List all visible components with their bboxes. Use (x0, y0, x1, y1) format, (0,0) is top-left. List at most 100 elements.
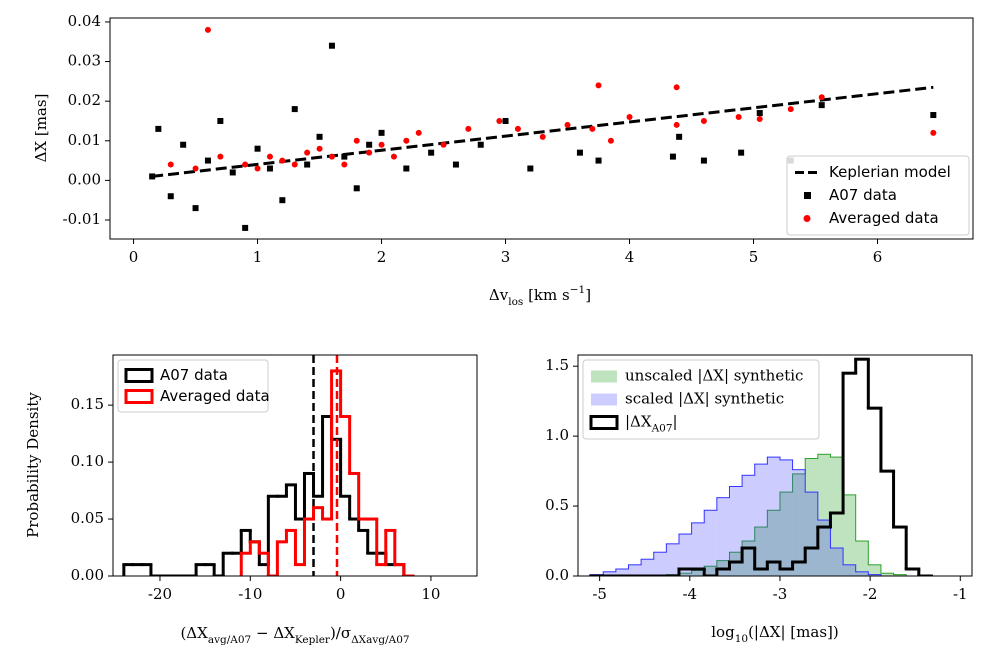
x-axis-label: Δvlos [km s−1] (489, 284, 591, 308)
a07-point (428, 149, 435, 156)
a07-point (217, 117, 224, 124)
averaged-point (254, 165, 261, 172)
legend-swatch (591, 370, 617, 383)
x-axis-label: (ΔXavg/A07 − ΔXKepler)/σΔXavg/A07 (180, 624, 409, 646)
x-tick-label: 3 (501, 248, 511, 266)
averaged-point (589, 125, 596, 132)
a07-point (291, 106, 298, 113)
x-tick-label: -10 (238, 585, 262, 603)
text-part: − ΔX (251, 624, 295, 642)
hist-bar (830, 548, 844, 576)
a07-point (341, 153, 348, 160)
x-tick-label: -5 (592, 585, 607, 603)
averaged-point (700, 117, 707, 124)
hist-bar (880, 573, 894, 576)
text-part: log (711, 623, 735, 641)
text-part: Δv (489, 286, 509, 304)
averaged-point (607, 137, 614, 144)
a07-point (738, 149, 745, 156)
legend-swatch (589, 415, 619, 430)
averaged-point (304, 149, 311, 156)
averaged-point (564, 121, 571, 128)
hist-bar (779, 459, 793, 576)
hist-bar (767, 457, 780, 576)
y-tick-label: 0.03 (68, 52, 101, 70)
hist-bar (742, 541, 755, 576)
a07-point (242, 224, 249, 231)
a07-point (576, 149, 583, 156)
x-tick-label: 4 (625, 248, 635, 266)
text-part: ] (585, 286, 591, 304)
text-part: −1 (570, 284, 585, 296)
legend-box (117, 359, 269, 413)
a07-point (527, 165, 534, 172)
y-tick-label: -0.01 (63, 210, 101, 228)
x-tick-label: 0 (129, 248, 139, 266)
hist-bar (817, 520, 831, 576)
text-part: (ΔX (180, 624, 208, 642)
averaged-point (465, 125, 472, 132)
averaged-point (291, 161, 298, 168)
a07-point (669, 153, 676, 160)
hist-bar (805, 492, 818, 576)
hist-bar (603, 571, 616, 576)
averaged-point (673, 84, 680, 91)
hist-bar (855, 541, 869, 576)
x-tick-label: 5 (749, 248, 759, 266)
a07-point (477, 141, 484, 148)
x-tick-label: -20 (148, 585, 172, 603)
hist-bar (742, 475, 755, 576)
plot-area (589, 357, 933, 576)
a07-point (167, 193, 174, 200)
text-part: )/σ (330, 624, 351, 642)
a07-point (353, 185, 360, 192)
y-tick-label: 0.15 (71, 395, 104, 413)
a07-point (378, 129, 385, 136)
averaged-point (378, 141, 385, 148)
averaged-point (735, 114, 742, 121)
a07-point (180, 141, 187, 148)
averaged-point (626, 114, 633, 121)
averaged-point (353, 137, 360, 144)
x-tick-label: -4 (682, 585, 697, 603)
averaged-point (756, 115, 763, 122)
averaged-point (595, 82, 602, 89)
averaged-point (818, 94, 825, 101)
averaged-point (266, 153, 273, 160)
a07-point (700, 157, 707, 164)
a07-point (279, 197, 286, 204)
y-tick-label: 0.05 (71, 509, 104, 527)
legend-swatch (591, 393, 617, 406)
hist-bar (855, 571, 869, 576)
hist-bar (691, 570, 705, 576)
hist-bar (678, 573, 692, 576)
a07-point (155, 125, 162, 132)
text-part: los (508, 296, 523, 308)
hist-bar (729, 552, 743, 576)
text-part: (|ΔX| [mas]) (748, 623, 839, 641)
legend-label: Averaged data (829, 209, 939, 227)
averaged-point (242, 161, 249, 168)
hist-bar (615, 569, 629, 576)
x-axis-label: log10(|ΔX| [mas]) (711, 623, 838, 645)
legend-label: A07 data (160, 366, 228, 384)
a07-point (930, 112, 937, 119)
legend-label: Averaged data (160, 387, 270, 405)
legend-swatch (803, 215, 811, 222)
a07-point (204, 157, 211, 164)
a07-point (452, 161, 459, 168)
a07-point (403, 165, 410, 172)
legend-swatch (124, 368, 154, 383)
y-tick-label: 0.0 (545, 566, 569, 584)
averaged-point (366, 149, 373, 156)
legend-box (582, 359, 820, 440)
hist-bar (716, 497, 730, 576)
averaged-point (539, 133, 546, 140)
hist-bar (868, 574, 881, 576)
averaged-point (390, 153, 397, 160)
hist-bar (767, 510, 780, 576)
hist-bar (817, 454, 831, 576)
y-tick-label: 0.00 (68, 170, 101, 188)
legend-label: unscaled |ΔX| synthetic (625, 367, 803, 385)
text-part: Kepler (295, 634, 331, 646)
